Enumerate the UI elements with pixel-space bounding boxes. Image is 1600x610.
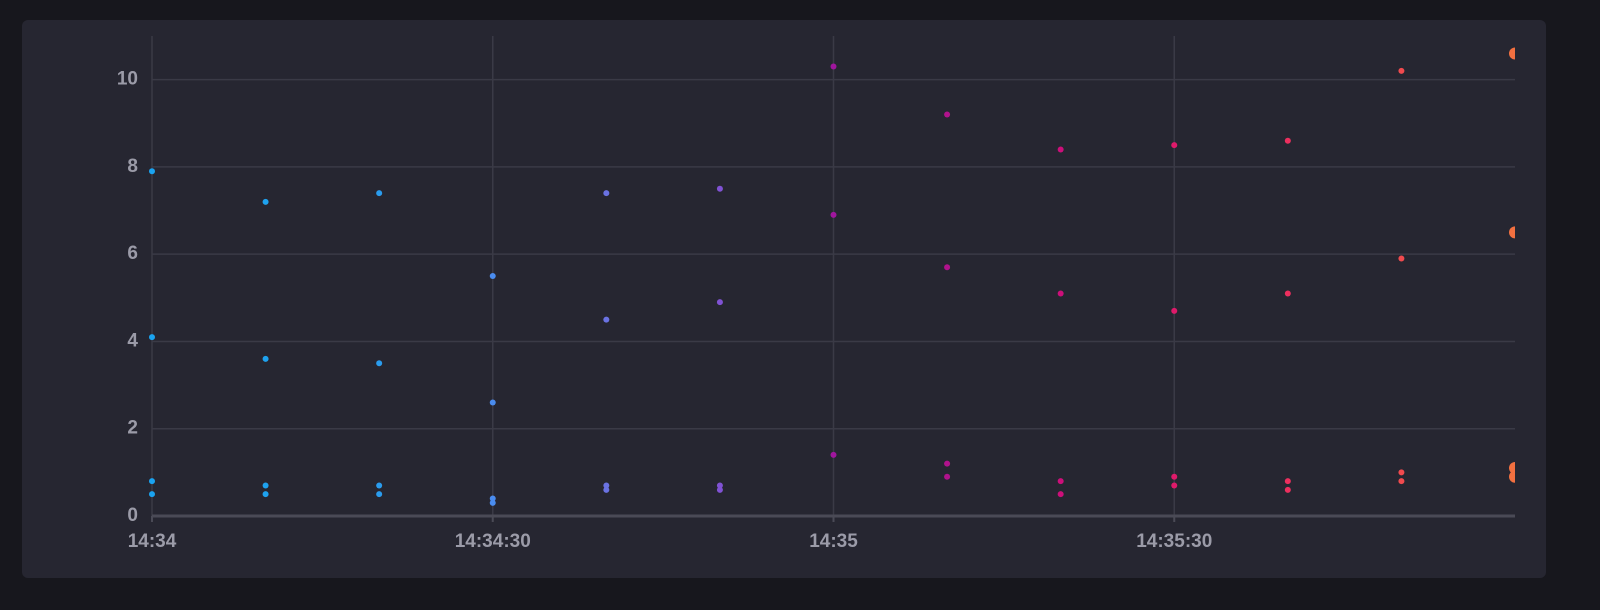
point	[149, 478, 155, 485]
point	[1398, 255, 1405, 262]
point	[489, 499, 496, 506]
point	[716, 486, 723, 493]
point	[149, 334, 155, 341]
point	[262, 355, 269, 362]
grid	[151, 36, 1515, 522]
point	[1171, 482, 1178, 489]
point	[1057, 478, 1064, 485]
point	[1057, 146, 1064, 153]
point	[603, 482, 610, 489]
point	[716, 185, 723, 192]
point	[603, 486, 610, 493]
point	[1171, 307, 1178, 314]
point	[376, 360, 383, 367]
y-tick-label: 0	[127, 505, 138, 526]
point	[262, 198, 269, 205]
points	[149, 47, 1515, 506]
panel	[22, 20, 1546, 578]
point	[830, 63, 837, 70]
x-tick-label: 14:35	[809, 531, 858, 552]
y-tick-label: 6	[127, 243, 138, 264]
point	[149, 491, 155, 498]
y-tick-label: 8	[127, 156, 138, 177]
point	[603, 316, 610, 323]
point	[1284, 486, 1291, 493]
point	[944, 460, 951, 467]
point	[716, 299, 723, 306]
point	[262, 491, 269, 498]
point	[1284, 290, 1291, 297]
point	[1398, 478, 1405, 485]
point	[1057, 491, 1064, 498]
point	[1284, 478, 1291, 485]
point	[489, 399, 496, 406]
point	[1509, 470, 1515, 483]
point	[489, 273, 496, 279]
point	[1171, 142, 1178, 149]
x-tick-label: 14:34:30	[455, 531, 531, 552]
point	[1057, 290, 1064, 297]
point	[489, 495, 496, 502]
y-tick-label: 4	[127, 330, 138, 351]
point	[376, 491, 383, 498]
point	[944, 111, 951, 118]
point	[603, 190, 610, 197]
point	[376, 482, 383, 489]
point	[830, 211, 837, 218]
point	[830, 451, 837, 458]
x-tick-label: 14:35:30	[1136, 531, 1212, 552]
point	[1509, 226, 1515, 239]
point	[376, 190, 383, 197]
point	[1398, 469, 1405, 476]
point	[1509, 47, 1515, 60]
point	[944, 473, 951, 480]
x-tick-label: 14:34	[128, 531, 177, 552]
point	[1284, 137, 1291, 144]
labels: 0 2 4 6 8 10 14:34 14:34:30 14:35 14:35:30	[117, 69, 1212, 552]
point	[716, 482, 723, 489]
point	[149, 168, 155, 175]
point	[1398, 67, 1405, 74]
point	[1171, 473, 1178, 480]
point	[262, 482, 269, 489]
y-tick-label: 2	[127, 418, 138, 439]
y-tick-label: 10	[117, 69, 138, 90]
point	[944, 264, 951, 271]
